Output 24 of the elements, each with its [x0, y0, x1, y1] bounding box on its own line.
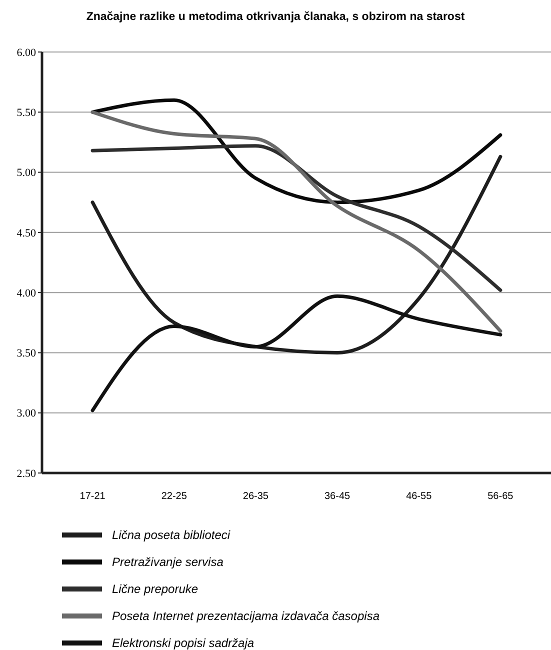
y-tick-label: 5.50: [16, 106, 36, 119]
x-tick-label: 26-35: [242, 491, 269, 502]
y-tick-label: 3.50: [16, 348, 36, 360]
line-series: [90, 98, 502, 204]
y-tick-label: 5.00: [16, 167, 36, 180]
x-tick-label: 17-21: [80, 491, 106, 502]
x-tick-label: 22-25: [161, 491, 188, 502]
legend-label: Lična poseta biblioteci: [112, 528, 230, 542]
chart-title: Značajne razlike u metodima otkrivanja članaka, s obzirom na starost: [86, 11, 465, 23]
line-series: [90, 294, 502, 412]
line-series: [90, 110, 502, 333]
legend-label: Lične preporuke: [112, 582, 198, 596]
line-series: [90, 144, 502, 292]
y-tick-label: 2.50: [16, 468, 36, 480]
legend-label: Pretraživanje servisa: [112, 555, 224, 570]
y-tick-label: 6.00: [16, 46, 36, 59]
x-tick-label: 36-45: [324, 491, 351, 502]
y-tick-label: 4.50: [16, 227, 36, 240]
x-tick-label: 46-55: [406, 491, 432, 502]
y-tick-label: 4.00: [16, 287, 36, 300]
y-tick-label: 3.00: [16, 408, 36, 420]
legend-label: Poseta Internet prezentacijama izdavača časopisa: [112, 609, 380, 624]
x-tick-label: 56-65: [488, 491, 514, 502]
legend-label: Elektronski popisi sadržaja: [112, 636, 254, 650]
